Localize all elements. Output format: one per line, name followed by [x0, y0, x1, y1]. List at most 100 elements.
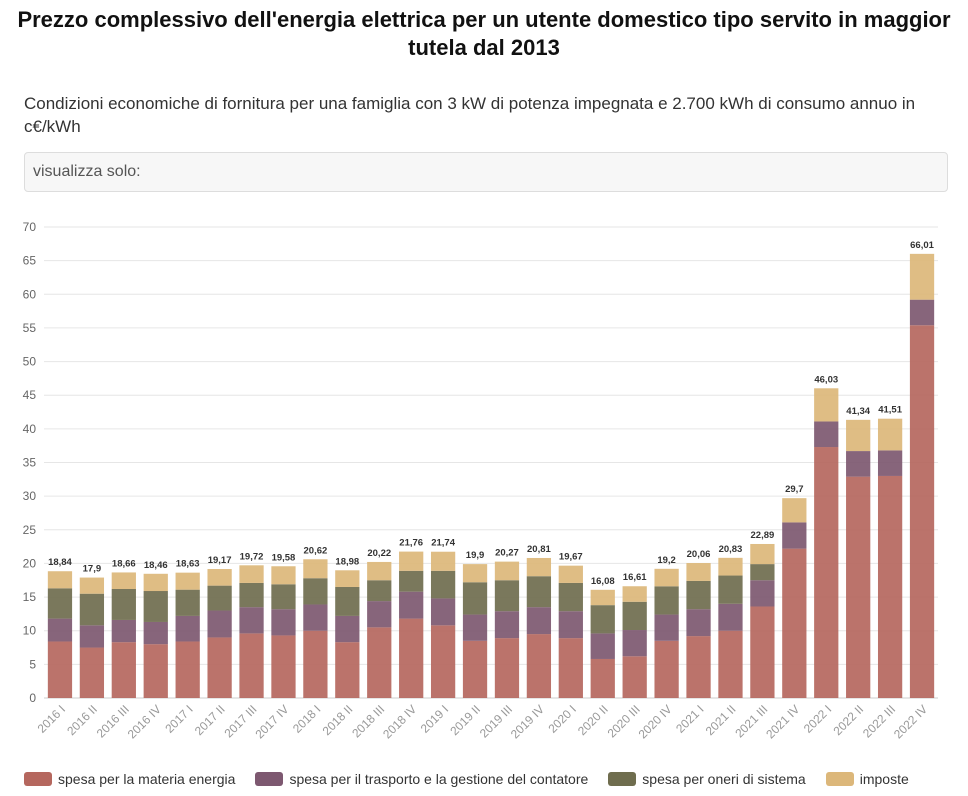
- bar-segment-s0: [430, 625, 456, 698]
- bar-segment-s2: [526, 576, 552, 608]
- bar-total-label: 16,08: [591, 576, 615, 587]
- bar-total-label: 20,81: [527, 544, 551, 555]
- bar-segment-s1: [654, 614, 679, 641]
- bar-segment-s2: [654, 586, 679, 615]
- y-tick-label: 0: [29, 691, 36, 705]
- bar-segment-s3: [814, 388, 839, 422]
- bar-segment-s0: [207, 637, 232, 698]
- x-tick-label: 2022 I: [801, 702, 834, 735]
- bar-segment-s0: [750, 606, 775, 698]
- bar-segment-s3: [718, 557, 743, 576]
- filter-label: visualizza solo:: [33, 163, 141, 180]
- bar-segment-s3: [47, 571, 73, 589]
- bar-segment-s3: [877, 418, 903, 451]
- bar-total-label: 20,06: [687, 549, 711, 560]
- stacked-bar-chart: 0 5 10 15 20 25 30 35 40 45 50 55 60 65 70 18,84 2016 I 1…: [23, 220, 938, 741]
- bar-segment-s3: [494, 561, 520, 581]
- x-tick-label: 2022 III: [860, 702, 898, 740]
- legend-item-oneri-sistema[interactable]: spesa per oneri di sistema: [608, 771, 806, 787]
- bar-total-label: 29,7: [785, 484, 804, 495]
- bar-segment-s0: [782, 548, 807, 698]
- bar-total-label: 19,58: [272, 552, 296, 563]
- bar-total-label: 22,89: [751, 530, 775, 541]
- x-tick-label: 2019 III: [477, 702, 515, 740]
- bar-total-label: 20,22: [367, 548, 391, 559]
- bar-total-label: 20,83: [719, 544, 743, 555]
- bar-segment-s1: [877, 450, 903, 476]
- bar-segment-s1: [303, 604, 328, 631]
- x-tick-label: 2017 III: [221, 702, 259, 740]
- legend-item-imposte[interactable]: imposte: [825, 771, 909, 787]
- x-tick-label: 2018 I: [290, 702, 323, 735]
- bar-segment-s3: [143, 573, 168, 592]
- bar-segment-s2: [143, 591, 168, 622]
- y-tick-label: 65: [23, 254, 37, 268]
- bar-total-label: 21,76: [399, 538, 423, 549]
- bar-segment-s1: [782, 522, 807, 549]
- bar-total-label: 19,67: [559, 552, 583, 563]
- bar-segment-s1: [909, 299, 935, 326]
- bar-segment-s1: [207, 610, 232, 638]
- y-tick-label: 20: [23, 556, 37, 570]
- y-tick-label: 15: [23, 590, 37, 604]
- x-tick-label: 2020 IV: [636, 702, 675, 741]
- bar-segment-s0: [239, 633, 264, 698]
- legend-label-imposte: imposte: [859, 771, 909, 787]
- x-tick-label: 2017 I: [162, 702, 195, 735]
- bar-segment-s1: [143, 621, 168, 645]
- bar-segment-s3: [303, 559, 328, 579]
- bar-segment-s1: [79, 625, 105, 648]
- bar-segment-s0: [654, 640, 679, 698]
- bar-segment-s1: [271, 609, 296, 636]
- legend-label-oneri-sistema: spesa per oneri di sistema: [642, 771, 806, 787]
- bar-segment-s1: [622, 630, 647, 657]
- legend-item-trasporto[interactable]: spesa per il trasporto e la gestione del…: [255, 771, 588, 787]
- bar-segment-s0: [686, 636, 711, 698]
- bar-total-label: 21,74: [431, 538, 455, 549]
- bar-total-label: 19,9: [466, 550, 485, 561]
- bar-segment-s0: [718, 630, 743, 698]
- bar-segment-s2: [271, 584, 296, 610]
- bar-segment-s3: [686, 563, 711, 581]
- bar-total-label: 18,84: [48, 557, 72, 568]
- x-tick-label: 2021 IV: [763, 702, 802, 741]
- x-tick-label: 2018 IV: [380, 702, 419, 741]
- bar-segment-s0: [175, 641, 200, 698]
- bar-segment-s3: [846, 419, 871, 452]
- x-tick-label: 2017 IV: [252, 702, 291, 741]
- x-tick-label: 2016 III: [94, 702, 132, 740]
- bar-segment-s3: [558, 565, 583, 583]
- bar-segment-s1: [590, 633, 615, 659]
- bar-segment-s3: [622, 586, 647, 602]
- x-tick-label: 2016 I: [35, 702, 68, 735]
- bar-segment-s2: [79, 593, 105, 626]
- bar-segment-s2: [750, 564, 775, 581]
- bar-segment-s3: [335, 570, 360, 587]
- bar-segment-s0: [494, 638, 520, 698]
- bar-segment-s3: [367, 561, 392, 581]
- bar-segment-s0: [877, 475, 903, 698]
- bar-segment-s1: [175, 615, 200, 642]
- bar-segment-s0: [47, 641, 73, 698]
- bar-total-label: 17,9: [83, 564, 102, 575]
- bar-segment-s1: [494, 611, 520, 639]
- bar-segment-s1: [399, 591, 424, 619]
- bar-total-label: 18,66: [112, 558, 136, 569]
- x-tick-label: 2021 III: [732, 702, 770, 740]
- bar-segment-s2: [430, 570, 456, 599]
- bar-segment-s1: [239, 607, 264, 634]
- bar-segment-s0: [590, 658, 615, 698]
- bar-segment-s1: [846, 451, 871, 477]
- filter-box[interactable]: visualizza solo:: [24, 152, 948, 192]
- bar-segment-s0: [335, 642, 360, 698]
- bar-segment-s0: [303, 630, 328, 698]
- bar-segment-s2: [111, 588, 136, 620]
- bar-segment-s0: [558, 638, 583, 698]
- bar-segment-s2: [367, 580, 392, 602]
- bar-segment-s2: [335, 586, 360, 616]
- bar-segment-s3: [399, 551, 424, 571]
- chart-subtitle: Condizioni economiche di fornitura per u…: [24, 94, 916, 136]
- bar-segment-s2: [718, 575, 743, 604]
- legend-item-materia-energia[interactable]: spesa per la materia energia: [24, 771, 235, 787]
- bar-segment-s0: [909, 325, 935, 698]
